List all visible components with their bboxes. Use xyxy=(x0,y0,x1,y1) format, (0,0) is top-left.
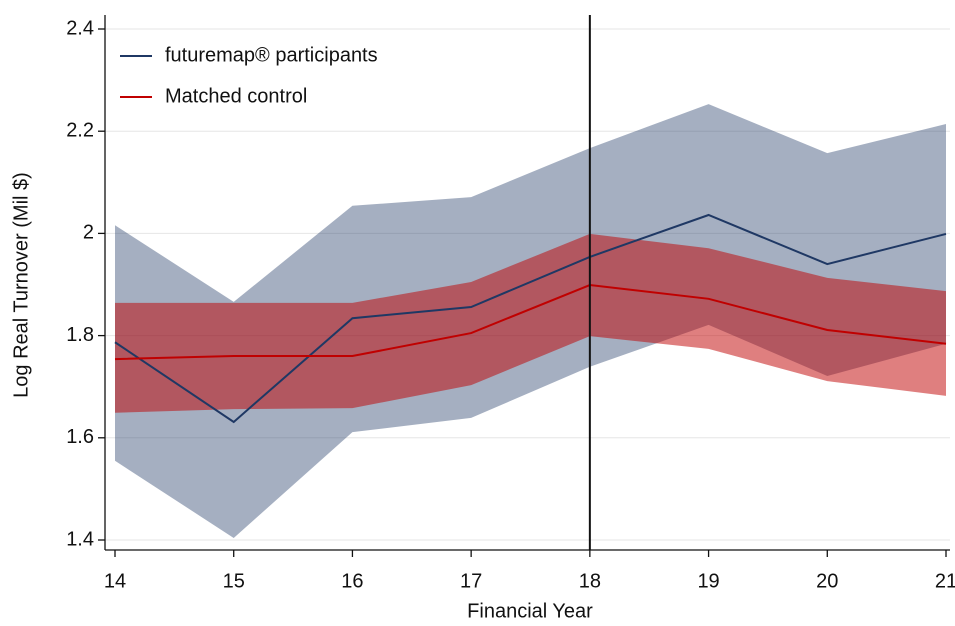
series-line xyxy=(114,283,947,361)
x-tick-label: 14 xyxy=(104,570,126,592)
y-axis-label: Log Real Turnover (Mil $) xyxy=(10,172,32,398)
x-tick-label: 19 xyxy=(697,570,719,592)
y-tick-label: 1.4 xyxy=(66,528,94,550)
x-tick-label: 20 xyxy=(816,570,838,592)
series-line xyxy=(114,213,947,424)
x-tick-label: 18 xyxy=(579,570,601,592)
y-tick-label: 2.4 xyxy=(66,17,94,39)
legend-label: Matched control xyxy=(165,85,307,107)
x-tick-label: 21 xyxy=(935,570,955,592)
x-axis-label: Financial Year xyxy=(467,600,593,622)
y-tick-label: 2 xyxy=(83,222,94,244)
x-tick-label: 17 xyxy=(460,570,482,592)
confidence-band xyxy=(115,233,946,413)
y-tick-label: 1.8 xyxy=(66,324,94,346)
legend-label: futuremap® participants xyxy=(165,44,378,66)
x-tick-label: 15 xyxy=(223,570,245,592)
y-tick-label: 2.2 xyxy=(66,119,94,141)
x-tick-label: 16 xyxy=(341,570,363,592)
y-tick-label: 1.6 xyxy=(66,426,94,448)
